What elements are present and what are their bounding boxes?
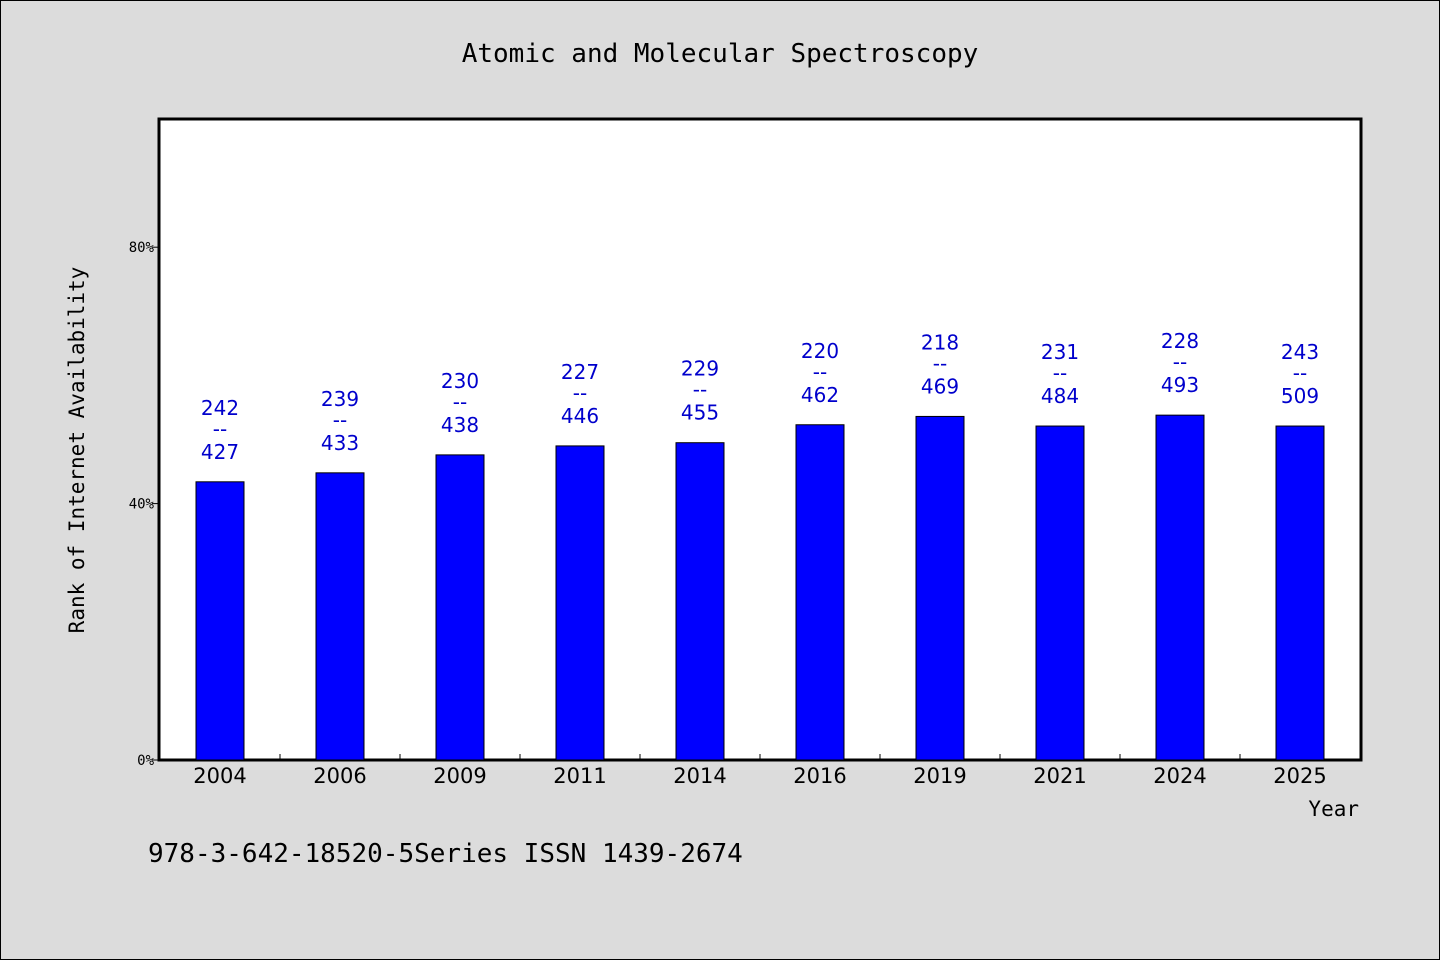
bars-layer xyxy=(195,414,1325,761)
data-label-sep-2004: -- xyxy=(213,417,227,441)
data-label-sep-2016: -- xyxy=(813,360,827,384)
data-label-top-2004: 242 xyxy=(201,396,239,420)
data-label-bottom-2004: 427 xyxy=(201,440,239,464)
bar-2024 xyxy=(1155,414,1205,761)
x-tick-label-2025: 2025 xyxy=(1273,764,1326,788)
data-label-top-2024: 228 xyxy=(1161,329,1199,353)
data-label-sep-2011: -- xyxy=(573,381,587,405)
x-tick-label-2014: 2014 xyxy=(673,764,726,788)
bar-2019 xyxy=(915,415,965,761)
x-tick-label-2016: 2016 xyxy=(793,764,846,788)
data-label-sep-2014: -- xyxy=(693,378,707,402)
data-label-sep-2006: -- xyxy=(333,408,347,432)
bar-2021 xyxy=(1035,425,1085,761)
y-tick-label: 80% xyxy=(129,240,155,256)
x-tick-label-2009: 2009 xyxy=(433,764,486,788)
x-tick-label-2019: 2019 xyxy=(913,764,966,788)
data-label-bottom-2014: 455 xyxy=(681,401,719,425)
data-label-bottom-2006: 433 xyxy=(321,431,359,455)
data-label-sep-2025: -- xyxy=(1293,361,1307,385)
x-tick-label-2004: 2004 xyxy=(193,764,246,788)
data-label-bottom-2021: 484 xyxy=(1041,384,1079,408)
x-tick-label-2011: 2011 xyxy=(553,764,606,788)
bar-2014 xyxy=(675,442,725,761)
x-axis: 2004 2006 2009 2011 2014 2016 2019 2021 2024 2025 xyxy=(193,754,1327,788)
data-label-top-2006: 239 xyxy=(321,387,359,411)
data-label-top-2011: 227 xyxy=(561,360,599,384)
x-tick-label-2021: 2021 xyxy=(1033,764,1086,788)
data-label-top-2014: 229 xyxy=(681,357,719,381)
y-tick-label: 0% xyxy=(137,753,154,769)
data-label-sep-2009: -- xyxy=(453,390,467,414)
data-label-sep-2019: -- xyxy=(933,351,947,375)
data-label-top-2025: 243 xyxy=(1281,340,1319,364)
data-label-top-2009: 230 xyxy=(441,369,479,393)
footer-text: 978-3-642-18520-5Series ISSN 1439-2674 xyxy=(148,839,743,869)
data-label-bottom-2019: 469 xyxy=(921,374,959,398)
data-label-bottom-2024: 493 xyxy=(1161,373,1199,397)
data-label-bottom-2009: 438 xyxy=(441,413,479,437)
data-label-bottom-2011: 446 xyxy=(561,404,599,428)
bar-2004 xyxy=(195,481,245,761)
data-label-bottom-2025: 509 xyxy=(1281,384,1319,408)
data-label-sep-2021: -- xyxy=(1053,361,1067,385)
bar-2025 xyxy=(1275,425,1325,761)
bar-2011 xyxy=(555,445,605,761)
y-axis: 0% 40% 80% xyxy=(129,240,160,769)
x-tick-label-2024: 2024 xyxy=(1153,764,1206,788)
data-label-top-2021: 231 xyxy=(1041,340,1079,364)
chart-title: Atomic and Molecular Spectroscopy xyxy=(462,39,979,69)
y-tick-label: 40% xyxy=(129,497,155,513)
data-label-top-2019: 218 xyxy=(921,330,959,354)
data-label-top-2016: 220 xyxy=(801,339,839,363)
x-tick-label-2006: 2006 xyxy=(313,764,366,788)
data-label-bottom-2016: 462 xyxy=(801,383,839,407)
y-axis-title: Rank of Internet Availability xyxy=(65,267,89,634)
bar-2016 xyxy=(795,424,845,761)
data-label-sep-2024: -- xyxy=(1173,350,1187,374)
bar-2006 xyxy=(315,472,365,761)
x-axis-title: Year xyxy=(1308,797,1359,821)
data-labels-layer: 242--427239--433230--438227--446229--455… xyxy=(201,329,1319,464)
bar-2009 xyxy=(435,454,485,761)
